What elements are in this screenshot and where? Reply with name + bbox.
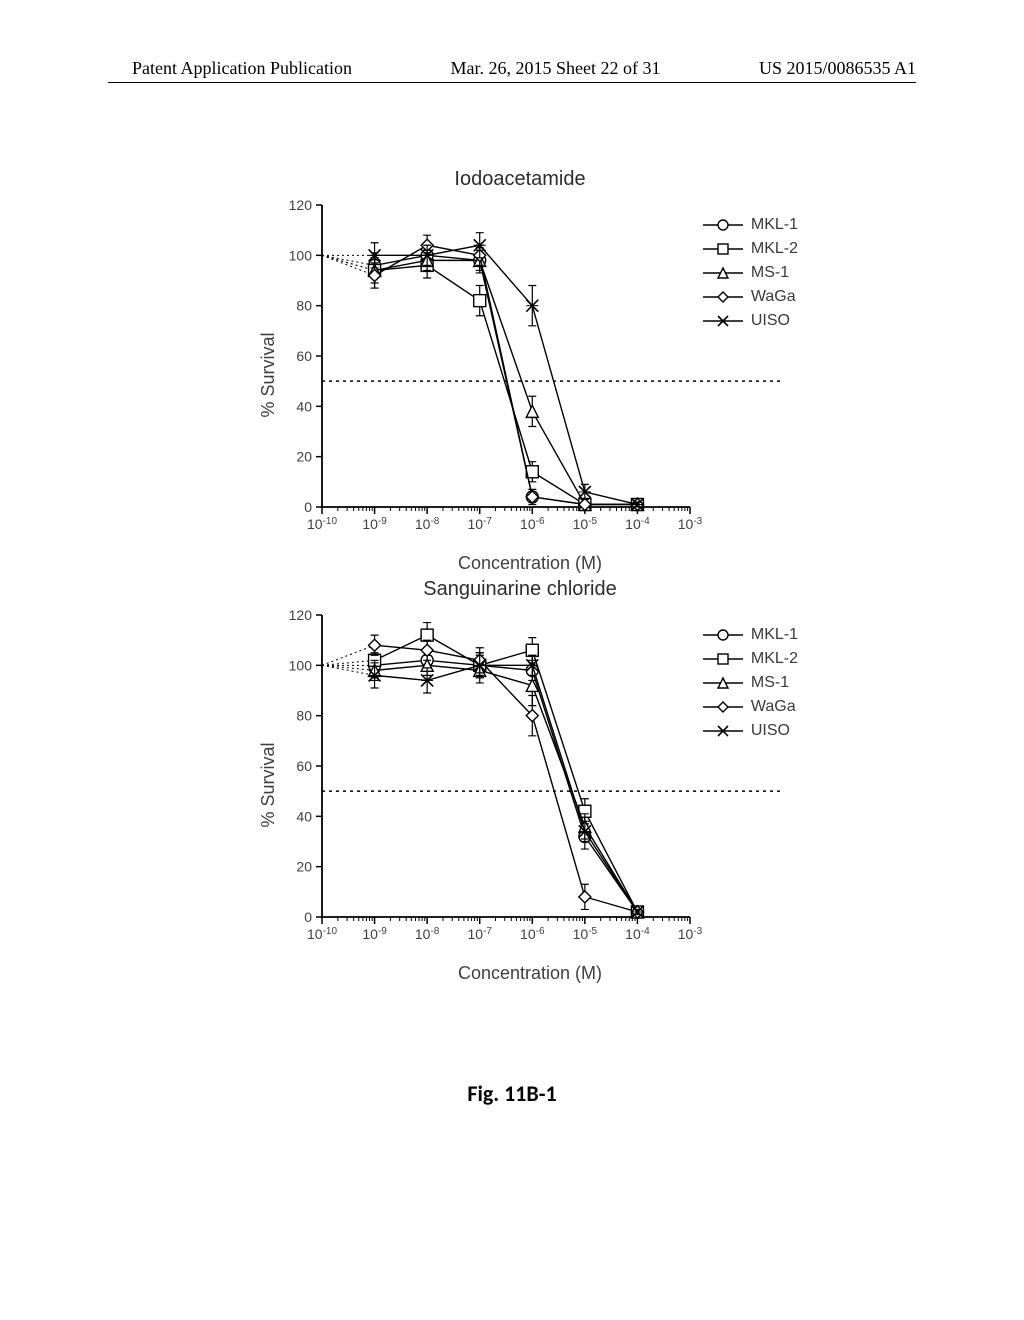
svg-text:120: 120	[289, 607, 313, 623]
legend-row: WaGa	[701, 695, 798, 719]
legend-marker-icon	[701, 626, 745, 644]
legend-label: WaGa	[751, 288, 796, 306]
legend-row: MKL-2	[701, 237, 798, 261]
legend-label: MKL-1	[751, 216, 798, 234]
legend-label: MKL-1	[751, 626, 798, 644]
chart-sanguinarine: Sanguinarine chloride % Survival 0 20 40 60…	[210, 578, 830, 984]
legend-row: MKL-2	[701, 647, 798, 671]
legend-marker-icon	[701, 722, 745, 740]
legend-marker-icon	[701, 288, 745, 306]
svg-text:10-10: 10-10	[307, 926, 337, 943]
legend-label: MS-1	[751, 674, 789, 692]
legend-marker-icon	[701, 240, 745, 258]
legend-row: WaGa	[701, 285, 798, 309]
chart-title: Sanguinarine chloride	[210, 578, 830, 601]
figure-area: Iodoacetamide % Survival 0 20 40 60 80 100 120…	[210, 168, 830, 984]
legend-row: MS-1	[701, 671, 798, 695]
legend: MKL-1 MKL-2 MS-1 WaGa UISO	[701, 623, 798, 743]
legend-marker-icon	[701, 674, 745, 692]
figure-caption: Fig. 11B-1	[0, 1080, 1024, 1107]
svg-text:10-8: 10-8	[415, 926, 440, 943]
chart-title: Iodoacetamide	[210, 168, 830, 191]
svg-text:10-10: 10-10	[307, 516, 337, 533]
y-axis-label: % Survival	[258, 742, 279, 827]
legend-row: MKL-1	[701, 213, 798, 237]
svg-text:10-6: 10-6	[520, 926, 545, 943]
legend-row: MKL-1	[701, 623, 798, 647]
svg-text:80: 80	[296, 298, 312, 314]
svg-text:40: 40	[296, 398, 312, 414]
legend-marker-icon	[701, 650, 745, 668]
svg-text:10-3: 10-3	[678, 926, 703, 943]
svg-text:10-5: 10-5	[573, 516, 598, 533]
svg-text:10-3: 10-3	[678, 516, 703, 533]
svg-text:100: 100	[289, 247, 313, 263]
plot-box: % Survival 02040608010012010-1010-910-81…	[270, 195, 790, 555]
x-axis-label: Concentration (M)	[270, 553, 790, 574]
legend: MKL-1 MKL-2 MS-1 WaGa UISO	[701, 213, 798, 333]
legend-label: WaGa	[751, 698, 796, 716]
chart-iodoacetamide: Iodoacetamide % Survival 0 20 40 60 80 100 120…	[210, 168, 830, 574]
svg-text:0: 0	[304, 499, 312, 515]
svg-text:20: 20	[296, 449, 312, 465]
legend-marker-icon	[701, 264, 745, 282]
header-left: Patent Application Publication	[132, 58, 352, 79]
y-axis-label: % Survival	[258, 332, 279, 417]
legend-row: UISO	[701, 309, 798, 333]
legend-marker-icon	[701, 216, 745, 234]
legend-label: MKL-2	[751, 240, 798, 258]
svg-text:10-4: 10-4	[625, 516, 650, 533]
header-rule	[108, 82, 916, 83]
svg-text:10-5: 10-5	[573, 926, 598, 943]
legend-marker-icon	[701, 312, 745, 330]
svg-text:10-4: 10-4	[625, 926, 650, 943]
svg-text:10-6: 10-6	[520, 516, 545, 533]
plot-box: % Survival 02040608010012010-1010-910-81…	[270, 605, 790, 965]
header-center: Mar. 26, 2015 Sheet 22 of 31	[450, 58, 660, 79]
legend-label: UISO	[751, 312, 790, 330]
svg-text:100: 100	[289, 657, 313, 673]
legend-marker-icon	[701, 698, 745, 716]
page: Patent Application Publication Mar. 26, …	[0, 0, 1024, 1320]
legend-label: UISO	[751, 722, 790, 740]
svg-text:120: 120	[289, 197, 313, 213]
svg-text:40: 40	[296, 808, 312, 824]
legend-label: MS-1	[751, 264, 789, 282]
svg-text:0: 0	[304, 909, 312, 925]
svg-text:10-9: 10-9	[362, 926, 387, 943]
svg-text:10-7: 10-7	[467, 516, 492, 533]
svg-text:10-9: 10-9	[362, 516, 387, 533]
x-axis-label: Concentration (M)	[270, 963, 790, 984]
svg-text:80: 80	[296, 708, 312, 724]
legend-label: MKL-2	[751, 650, 798, 668]
svg-text:20: 20	[296, 859, 312, 875]
legend-row: MS-1	[701, 261, 798, 285]
header-right: US 2015/0086535 A1	[759, 58, 916, 79]
page-header: Patent Application Publication Mar. 26, …	[0, 58, 1024, 79]
svg-text:60: 60	[296, 758, 312, 774]
svg-text:60: 60	[296, 348, 312, 364]
legend-row: UISO	[701, 719, 798, 743]
svg-text:10-8: 10-8	[415, 516, 440, 533]
svg-text:10-7: 10-7	[467, 926, 492, 943]
